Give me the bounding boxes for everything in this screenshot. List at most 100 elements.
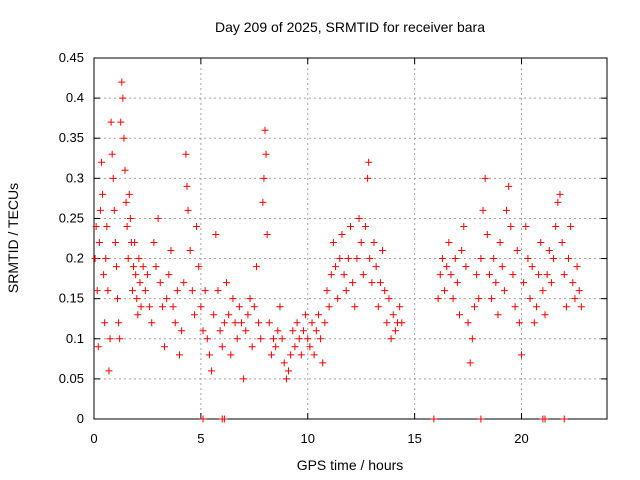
data-point [114,295,122,303]
data-point [503,206,511,214]
data-point [364,174,372,182]
data-point [119,94,127,102]
data-point [507,222,515,230]
data-point [133,295,141,303]
data-point [112,263,120,271]
data-point [317,335,325,343]
data-point [176,351,183,359]
data-point [359,271,367,279]
y-tick-label: 0.35 [59,130,84,145]
data-point [250,303,258,311]
data-point [438,255,446,263]
data-point [567,222,575,230]
data-point [496,239,504,247]
data-point [304,335,312,343]
data-point [260,174,268,182]
data-point [212,230,220,238]
data-point [150,239,158,247]
data-point [376,279,384,287]
data-point [441,287,449,295]
data-point [143,271,151,279]
data-point [205,351,213,359]
data-point [385,295,393,303]
data-point [252,263,260,271]
data-point [310,351,318,359]
data-point [344,255,352,263]
data-point [483,230,491,238]
data-point [184,206,192,214]
data-point [488,295,496,303]
data-point [554,198,562,206]
data-point [389,311,397,319]
data-point [276,303,284,311]
data-point [372,263,380,271]
data-point [481,174,489,182]
data-point [558,239,566,247]
data-point [289,327,297,335]
data-point [302,311,310,319]
data-point [434,295,442,303]
data-point [208,367,216,375]
data-point [299,327,307,335]
data-point [526,295,534,303]
data-point [93,287,101,295]
data-point [565,255,573,263]
data-point [199,327,207,335]
data-point [479,206,487,214]
data-point [569,279,577,287]
data-point [383,319,391,327]
data-point [543,271,551,279]
data-point [171,319,179,327]
data-point [500,287,508,295]
data-point [154,214,162,222]
data-point [161,343,169,351]
data-point [293,319,301,327]
data-point [102,255,110,263]
y-axis-label: SRMTID / TECUs [5,183,21,293]
data-point [445,239,453,247]
data-point [261,126,269,134]
data-point [522,222,530,230]
data-point [229,295,237,303]
data-point [509,271,517,279]
data-point [342,287,350,295]
data-point [131,239,139,247]
data-point [443,263,451,271]
data-point [370,239,378,247]
data-point [186,247,194,255]
data-point [456,311,464,319]
data-point [117,118,125,126]
data-point [267,351,275,359]
data-point [280,359,288,367]
data-point [132,271,140,279]
data-point [92,222,100,230]
data-point [325,303,333,311]
data-point-zero [220,415,228,423]
data-point [108,150,116,158]
data-point [109,174,117,182]
data-point [573,263,581,271]
data-point [308,319,316,327]
data-point [188,287,196,295]
data-point [201,287,209,295]
data-point [458,247,466,255]
data-point [518,351,525,359]
data-point [460,222,468,230]
data-point [577,303,585,311]
data-point [237,319,245,327]
data-point [97,158,105,166]
data-point [447,271,455,279]
data-point [349,279,357,287]
y-tick-label: 0 [77,411,84,426]
data-point [218,343,226,351]
axis-ticks: 0 0.05 0.1 0.15 0.2 0.25 0.3 0.35 0.4 0.45 0 5 10 15 2… [59,50,607,446]
data-point [492,279,500,287]
data-point [110,206,118,214]
data-point [396,303,404,311]
chart-title: Day 209 of 2025, SRMTID for receiver bar… [215,19,485,35]
data-point [515,319,523,327]
plot-frame [93,57,608,420]
data-point [107,118,115,126]
data-point [312,327,320,335]
